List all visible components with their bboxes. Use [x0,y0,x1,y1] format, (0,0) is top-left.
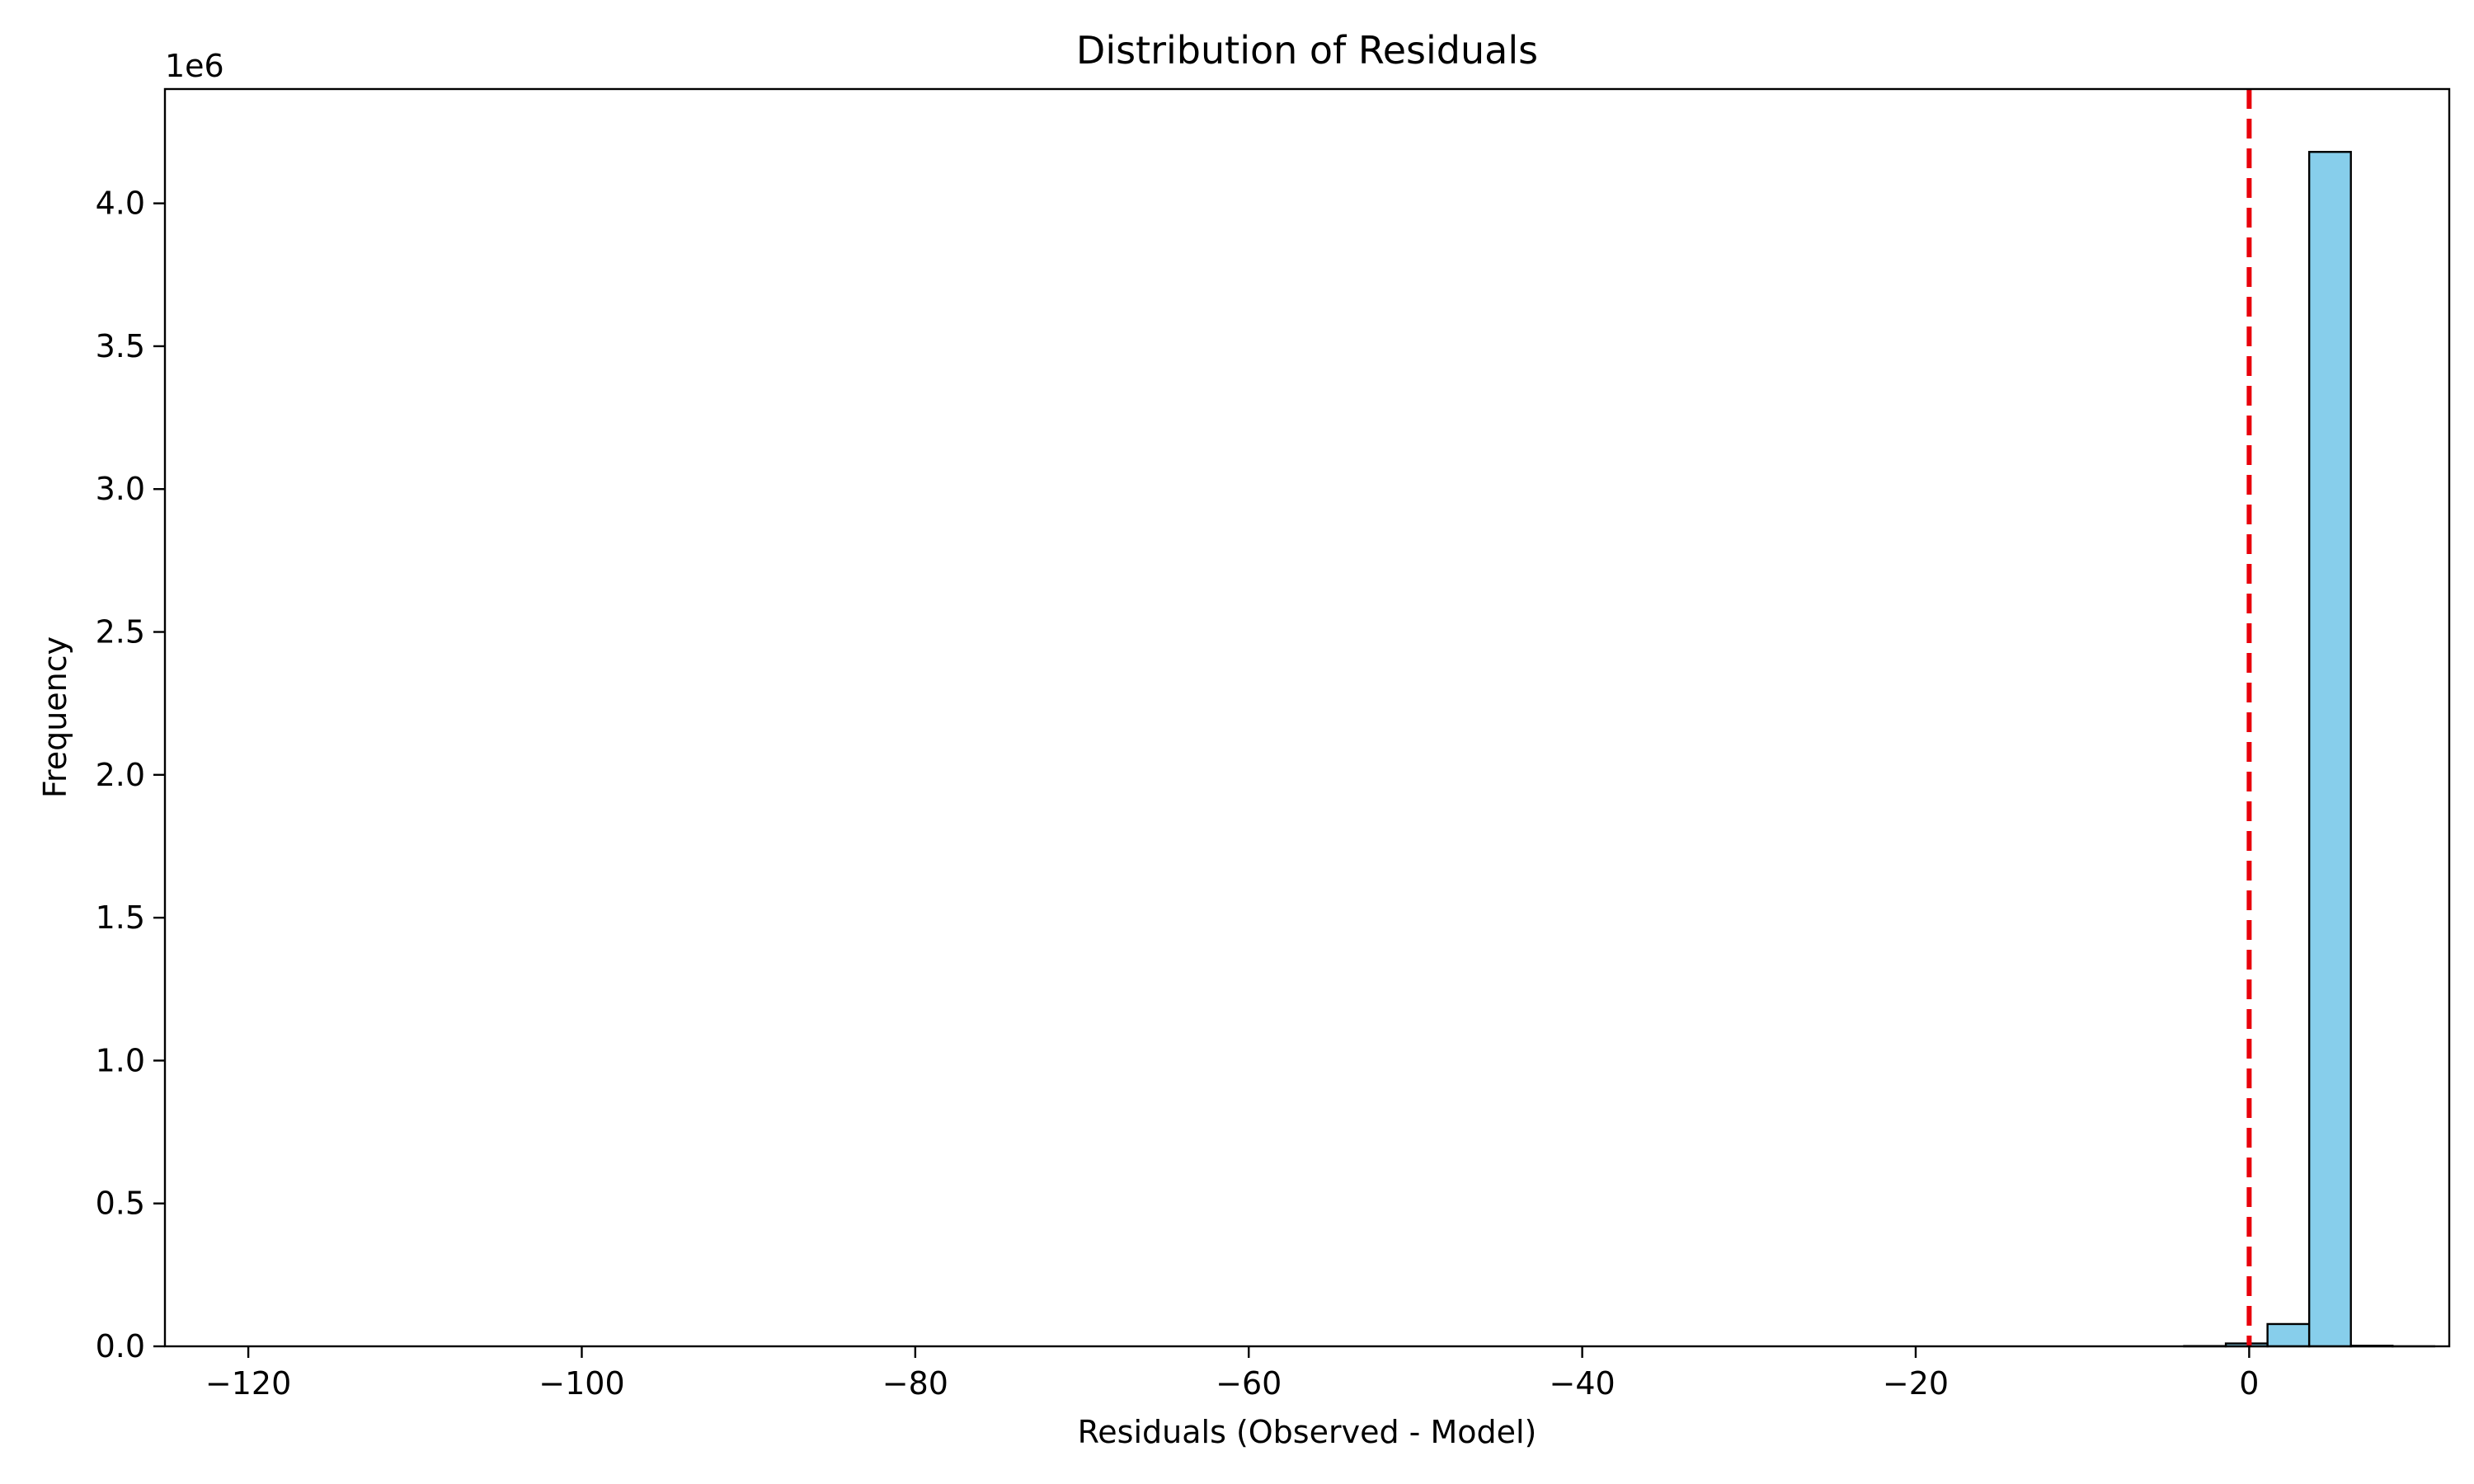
y-tick-label: 2.0 [96,757,145,793]
y-tick-label: 2.5 [96,614,145,650]
chart-title: Distribution of Residuals [1076,28,1538,73]
x-tick-label: 0 [2239,1365,2259,1402]
y-tick-label: 3.5 [96,328,145,364]
y-offset-label: 1e6 [165,48,224,84]
y-tick-label: 4.0 [96,186,145,222]
histogram-bars [2183,151,2436,1348]
histogram-bar [2266,1322,2311,1348]
x-tick-label: −40 [1550,1365,1616,1402]
x-tick-label: −60 [1216,1365,1282,1402]
x-tick-label: −80 [882,1365,948,1402]
y-axis-ticks: 0.0 0.5 1.0 1.5 2.0 2.5 3.0 3.5 4.0 [96,186,165,1364]
x-axis-ticks: −120 −100 −80 −60 −40 −20 0 [205,1346,2259,1402]
x-tick-label: −120 [205,1365,291,1402]
x-tick-label: −100 [539,1365,624,1402]
plot-frame [163,87,2451,1348]
y-tick-label: 1.5 [96,899,145,936]
y-axis-label: Frequency [37,636,73,798]
x-axis-label: Residuals (Observed - Model) [1078,1414,1537,1450]
histogram-bar [2307,151,2352,1348]
y-tick-label: 1.0 [96,1042,145,1078]
y-tick-label: 0.5 [96,1186,145,1222]
y-tick-label: 0.0 [96,1328,145,1364]
x-tick-label: −20 [1883,1365,1949,1402]
y-tick-label: 3.0 [96,471,145,507]
